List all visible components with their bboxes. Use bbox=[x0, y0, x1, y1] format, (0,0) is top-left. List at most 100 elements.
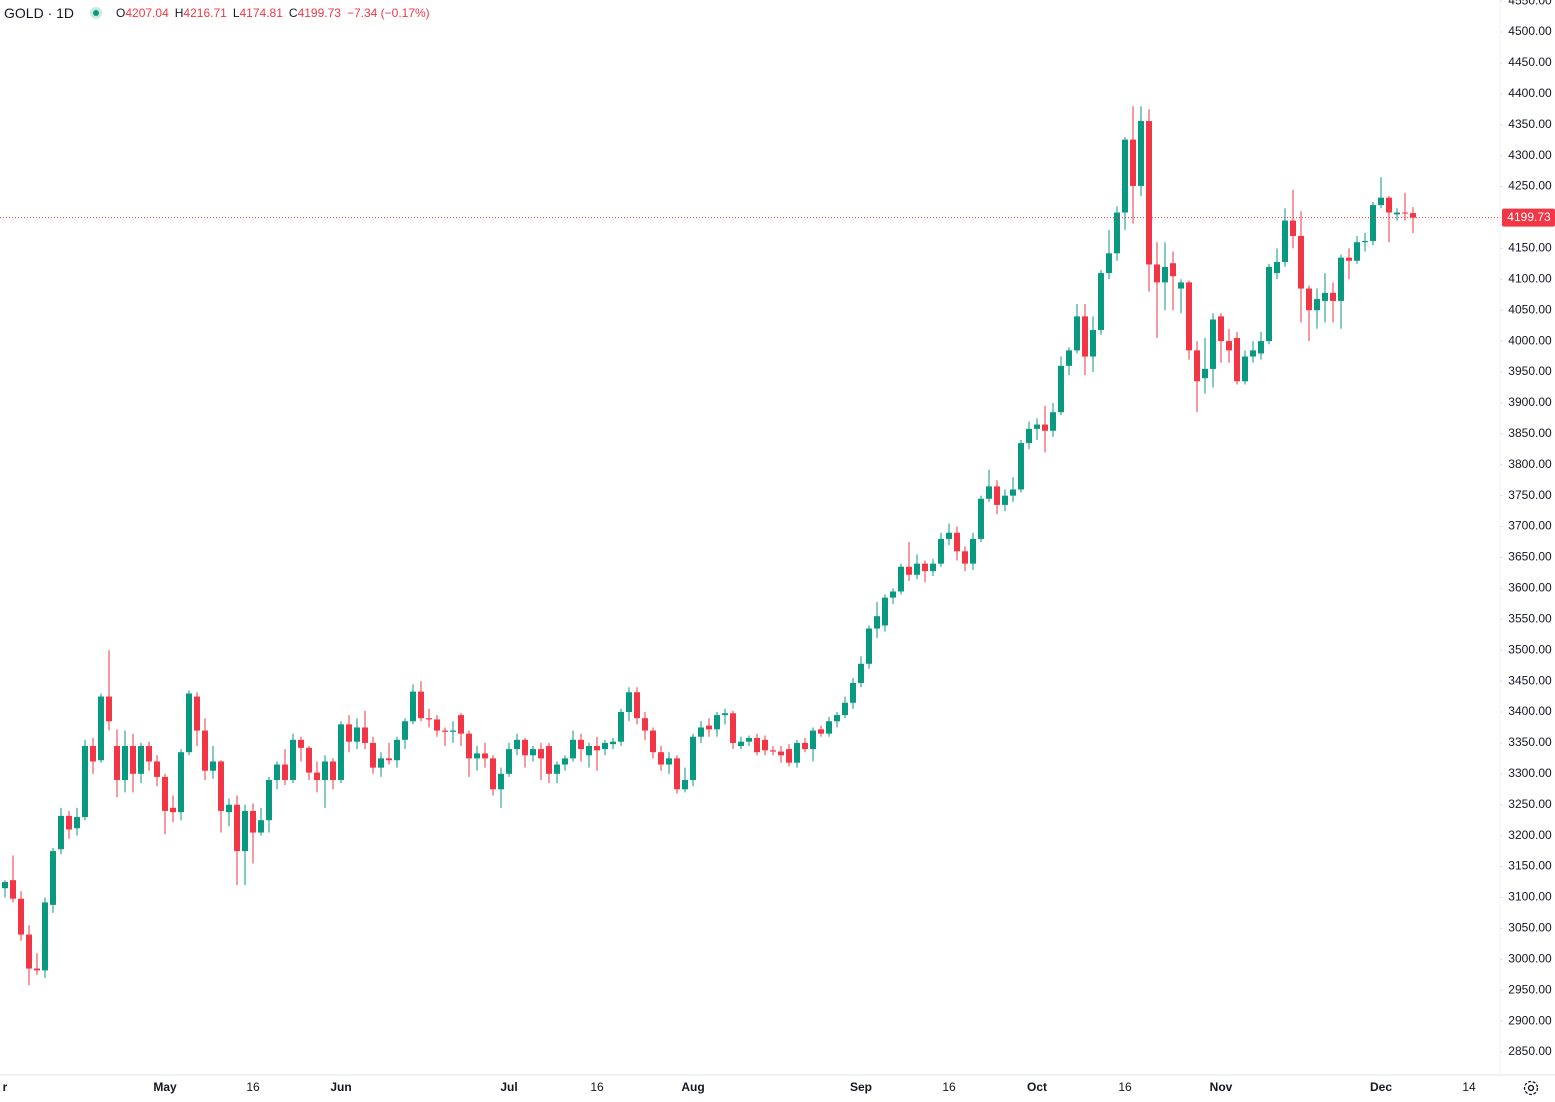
candle-body bbox=[226, 804, 232, 813]
candle-body bbox=[986, 486, 992, 499]
candle-body bbox=[954, 532, 960, 552]
candle-body bbox=[290, 739, 296, 781]
candle-body bbox=[842, 702, 848, 716]
y-tick-label: 3700.00 bbox=[1508, 519, 1552, 533]
candle-body bbox=[994, 486, 1000, 505]
candle-body bbox=[962, 551, 968, 564]
candle-body bbox=[74, 817, 80, 829]
x-tick-label: 16 bbox=[590, 1080, 604, 1094]
candle-body bbox=[1194, 350, 1200, 382]
status-dot-core bbox=[93, 10, 100, 16]
candle-body bbox=[1346, 257, 1352, 261]
candle-body bbox=[1146, 121, 1152, 265]
x-tick-label: Jul bbox=[500, 1080, 517, 1094]
candle-body bbox=[530, 749, 536, 756]
candle-body bbox=[274, 764, 280, 781]
candle-body bbox=[946, 532, 952, 539]
candle-body bbox=[194, 696, 200, 731]
ohlc-label: L bbox=[232, 6, 240, 20]
candle-body bbox=[1338, 257, 1344, 301]
candle-body bbox=[186, 693, 192, 753]
candle-body bbox=[458, 715, 464, 734]
candle-body bbox=[1410, 213, 1416, 218]
candle-body bbox=[322, 761, 328, 781]
legend-header: GOLD · 1D O 4207.04 H 4216.71 L 4174.81 … bbox=[4, 5, 436, 21]
candle-body bbox=[34, 968, 40, 971]
candle-body bbox=[498, 773, 504, 790]
gear-inner[interactable] bbox=[1527, 1084, 1535, 1092]
candle-body bbox=[698, 727, 704, 737]
candle-body bbox=[562, 758, 568, 765]
x-tick-label: May bbox=[153, 1080, 177, 1094]
y-tick-label: 4550.00 bbox=[1508, 0, 1552, 7]
y-tick-label: 4150.00 bbox=[1508, 241, 1552, 255]
candle-body bbox=[1066, 350, 1072, 366]
y-tick-label: 3300.00 bbox=[1508, 766, 1552, 780]
candle-body bbox=[1042, 424, 1048, 431]
candle-body bbox=[1018, 443, 1024, 490]
candle-body bbox=[1330, 292, 1336, 301]
candle-body bbox=[1130, 139, 1136, 186]
x-tick-label: Sep bbox=[850, 1080, 872, 1094]
candle-body bbox=[466, 733, 472, 759]
candle-body bbox=[658, 752, 664, 765]
y-tick-label: 3250.00 bbox=[1508, 797, 1552, 811]
y-tick-label: 3000.00 bbox=[1508, 951, 1552, 965]
y-tick-label: 3750.00 bbox=[1508, 488, 1552, 502]
candle-body bbox=[1226, 341, 1232, 351]
candle-body bbox=[610, 741, 616, 745]
y-tick-label: 3650.00 bbox=[1508, 550, 1552, 564]
candle-body bbox=[218, 761, 224, 811]
y-tick-label: 4300.00 bbox=[1508, 148, 1552, 162]
candle-body bbox=[250, 810, 256, 833]
y-tick-label: 4350.00 bbox=[1508, 117, 1552, 131]
y-tick-label: 3150.00 bbox=[1508, 859, 1552, 873]
candle-body bbox=[1362, 240, 1368, 243]
settings-icon[interactable] bbox=[1523, 1080, 1539, 1096]
status-dot bbox=[90, 7, 103, 19]
candle-body bbox=[1114, 212, 1120, 254]
candle-body bbox=[1258, 341, 1264, 354]
candle-body bbox=[1234, 338, 1240, 382]
gear-outer[interactable] bbox=[1523, 1080, 1539, 1096]
candle-body bbox=[674, 758, 680, 790]
ohlc-label: H bbox=[174, 6, 184, 20]
candle-body bbox=[594, 746, 600, 751]
candle-body bbox=[210, 761, 216, 771]
last-price-label: 4199.73 bbox=[1507, 210, 1551, 224]
y-tick-label: 3400.00 bbox=[1508, 704, 1552, 718]
candle-body bbox=[1218, 316, 1224, 342]
candle-body bbox=[1034, 424, 1040, 429]
candle-body bbox=[98, 696, 104, 761]
x-tick-label: Nov bbox=[1210, 1080, 1233, 1094]
y-tick-label: 3950.00 bbox=[1508, 364, 1552, 378]
candle-body bbox=[1210, 319, 1216, 369]
candle-body bbox=[1178, 282, 1184, 289]
candle-body bbox=[730, 713, 736, 743]
candle-body bbox=[634, 692, 640, 719]
x-tick-label: Oct bbox=[1027, 1080, 1047, 1094]
candle-body bbox=[394, 739, 400, 761]
candle-body bbox=[618, 712, 624, 742]
candle-body bbox=[1266, 266, 1272, 342]
candle-body bbox=[1242, 356, 1248, 382]
y-tick-label: 3450.00 bbox=[1508, 673, 1552, 687]
symbol-title[interactable]: GOLD · 1D bbox=[4, 5, 75, 21]
candle-body bbox=[154, 761, 160, 777]
candle-body bbox=[1002, 495, 1008, 505]
candle-body bbox=[922, 563, 928, 572]
candle-body bbox=[450, 730, 456, 732]
candle-body bbox=[1186, 282, 1192, 351]
x-tick-label: 16 bbox=[1118, 1080, 1132, 1094]
candle-body bbox=[306, 747, 312, 773]
y-tick-label: 4000.00 bbox=[1508, 333, 1552, 347]
candle-body bbox=[650, 730, 656, 753]
x-tick-label: 16 bbox=[246, 1080, 260, 1094]
candle-body bbox=[266, 780, 272, 821]
candle-body bbox=[1170, 263, 1176, 277]
candle-body bbox=[82, 746, 88, 818]
candle-body bbox=[1250, 350, 1256, 357]
y-tick-label: 3050.00 bbox=[1508, 921, 1552, 935]
x-tick-label: 14 bbox=[1462, 1080, 1476, 1094]
